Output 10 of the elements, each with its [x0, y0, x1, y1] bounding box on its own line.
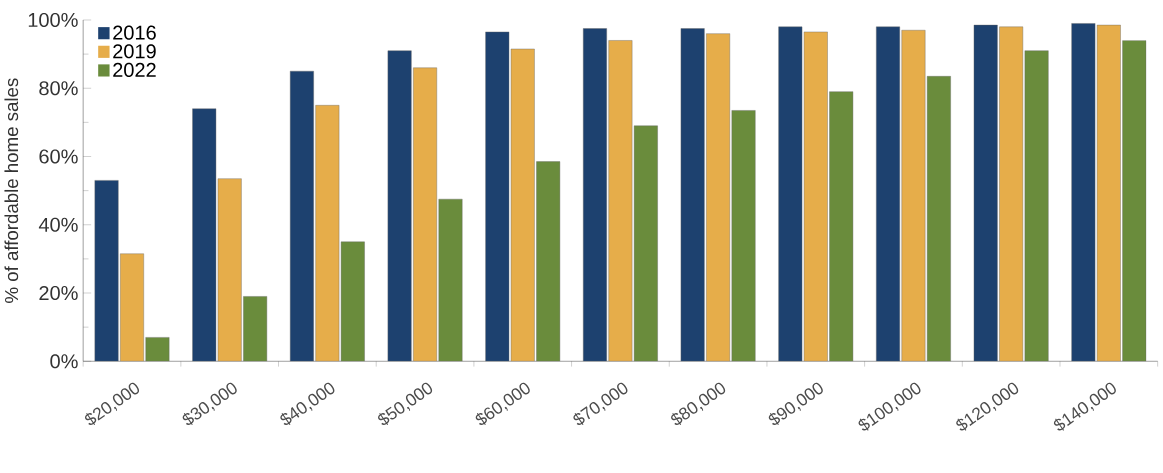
legend-label: 2016 [113, 25, 156, 40]
legend-label: 2019 [113, 44, 156, 59]
legend-label: 2022 [113, 62, 156, 77]
y-tick-label: 80% [39, 81, 78, 96]
y-tick-label: 20% [39, 285, 78, 300]
y-axis-title: % of affordable home sales [4, 78, 19, 303]
y-tick-label: 100% [28, 12, 78, 27]
y-tick-label: 60% [39, 149, 78, 164]
y-tick-label: 0% [50, 354, 78, 369]
y-tick-label: 40% [38, 217, 78, 232]
